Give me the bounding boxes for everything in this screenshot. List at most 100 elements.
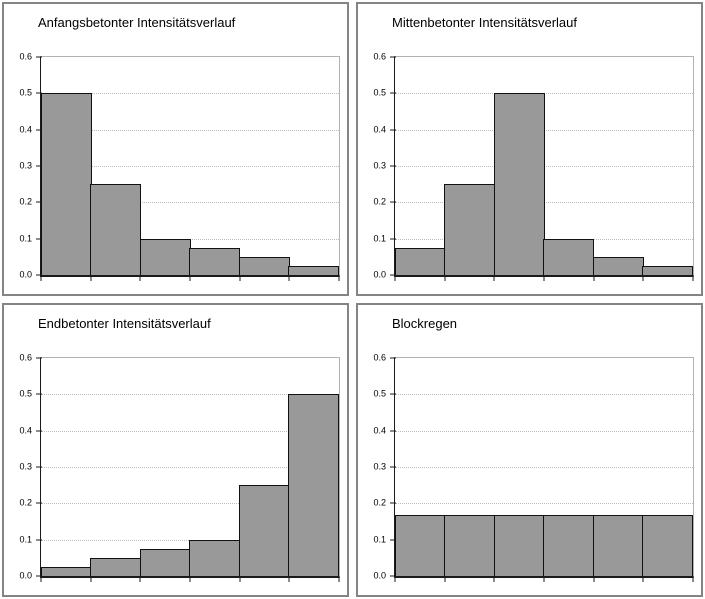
y-axis-tick — [390, 129, 396, 131]
y-axis-tick — [36, 201, 42, 203]
y-axis-tick — [36, 56, 42, 58]
gridline — [395, 503, 693, 505]
y-axis-tick — [390, 466, 396, 468]
y-axis-tick — [390, 165, 396, 167]
x-axis-tick — [139, 275, 141, 281]
bar — [642, 515, 694, 576]
y-axis-tick — [36, 393, 42, 395]
y-axis-tick — [390, 393, 396, 395]
y-axis-label: 0.0 — [19, 269, 32, 280]
gridline — [41, 430, 339, 432]
bar — [395, 247, 446, 275]
y-axis-label: 0.4 — [373, 425, 386, 436]
y-axis-label: 0.6 — [373, 352, 386, 363]
y-axis-tick — [390, 357, 396, 359]
x-axis-tick — [394, 576, 396, 582]
y-axis-label: 0.0 — [373, 570, 386, 581]
chart-panel-anfangsbetont: Anfangsbetonter Intensitätsverlauf 0.0 0.… — [2, 2, 349, 296]
y-axis-tick — [36, 92, 42, 94]
bars — [41, 358, 340, 576]
y-axis-tick — [36, 575, 42, 577]
gridline — [41, 93, 339, 95]
x-axis-tick — [642, 576, 644, 582]
y-axis-tick — [36, 165, 42, 167]
bar — [139, 238, 191, 275]
bar — [189, 247, 241, 275]
x-axis-tick — [394, 275, 396, 281]
y-axis-label: 0.3 — [19, 160, 32, 171]
y-axis-tick — [36, 238, 42, 240]
chart-title: Blockregen — [392, 316, 458, 331]
y-axis-tick — [36, 539, 42, 541]
chart-title: Mittenbetonter Intensitätsverlauf — [392, 15, 577, 30]
bar — [592, 256, 644, 275]
gridline — [395, 467, 693, 468]
x-axis-tick — [239, 275, 241, 281]
plot-area: 0.0 0.1 0.2 0.3 0.4 0.5 0.6 — [19, 52, 340, 281]
x-axis-tick — [288, 576, 290, 582]
plot-area: 0.0 0.1 0.2 0.3 0.4 0.5 0.6 — [19, 353, 340, 582]
bar — [642, 265, 694, 275]
y-axis-tick — [36, 466, 42, 468]
plot-area: 0.0 0.1 0.2 0.3 0.4 0.5 0.6 — [373, 353, 694, 582]
x-axis-tick — [90, 576, 92, 582]
y-axis-tick — [390, 201, 396, 203]
bar — [543, 515, 595, 576]
bars — [395, 358, 694, 576]
bar — [444, 515, 496, 576]
x-axis-tick — [493, 275, 495, 281]
bar — [238, 256, 290, 275]
x-axis-tick — [139, 576, 141, 582]
gridline — [395, 430, 693, 432]
gridline — [41, 129, 339, 131]
plot-area: 0.0 0.1 0.2 0.3 0.4 0.5 0.6 — [373, 52, 694, 281]
bar — [90, 557, 142, 576]
x-axis-tick — [444, 576, 446, 582]
y-axis-tick — [36, 357, 42, 359]
bar — [41, 93, 92, 275]
y-axis-label: 0.4 — [373, 124, 386, 135]
bar — [493, 515, 545, 576]
bar — [592, 515, 644, 576]
y-axis-label: 0.1 — [373, 233, 386, 244]
y-axis-label: 0.3 — [373, 160, 386, 171]
x-axis-tick — [593, 576, 595, 582]
x-axis-tick — [692, 275, 694, 281]
y-axis-label: 0.2 — [373, 196, 386, 207]
y-axis-tick — [390, 502, 396, 504]
y-axis-label: 0.2 — [19, 196, 32, 207]
y-axis-tick — [390, 92, 396, 94]
bar — [444, 184, 496, 275]
x-axis-tick — [493, 576, 495, 582]
y-axis-label: 0.5 — [19, 388, 32, 399]
y-axis-tick — [390, 274, 396, 276]
gridline — [41, 166, 339, 167]
y-axis-tick — [390, 539, 396, 541]
x-axis-tick — [692, 576, 694, 582]
chart-title: Endbetonter Intensitätsverlauf — [38, 316, 211, 331]
x-axis-tick — [90, 275, 92, 281]
y-axis-label: 0.1 — [373, 534, 386, 545]
y-axis-tick — [36, 430, 42, 432]
bars — [41, 57, 340, 275]
bars — [395, 57, 694, 275]
x-axis-tick — [189, 275, 191, 281]
x-axis-tick — [444, 275, 446, 281]
gridline — [41, 467, 339, 468]
y-axis-label: 0.4 — [19, 124, 32, 135]
y-axis-label: 0.2 — [19, 497, 32, 508]
gridline — [41, 394, 339, 396]
y-axis-label: 0.5 — [373, 87, 386, 98]
y-axis-tick — [390, 238, 396, 240]
bar — [41, 566, 92, 576]
x-axis-tick — [40, 275, 42, 281]
y-axis-label: 0.5 — [19, 87, 32, 98]
bar — [288, 394, 340, 576]
x-axis-tick — [543, 576, 545, 582]
chart-panel-blockregen: Blockregen 0.0 0.1 0.2 0.3 0.4 0.5 0.6 — [356, 303, 703, 597]
y-axis-label: 0.3 — [373, 461, 386, 472]
bar — [493, 93, 545, 275]
gridline — [41, 503, 339, 505]
x-axis-tick — [642, 275, 644, 281]
